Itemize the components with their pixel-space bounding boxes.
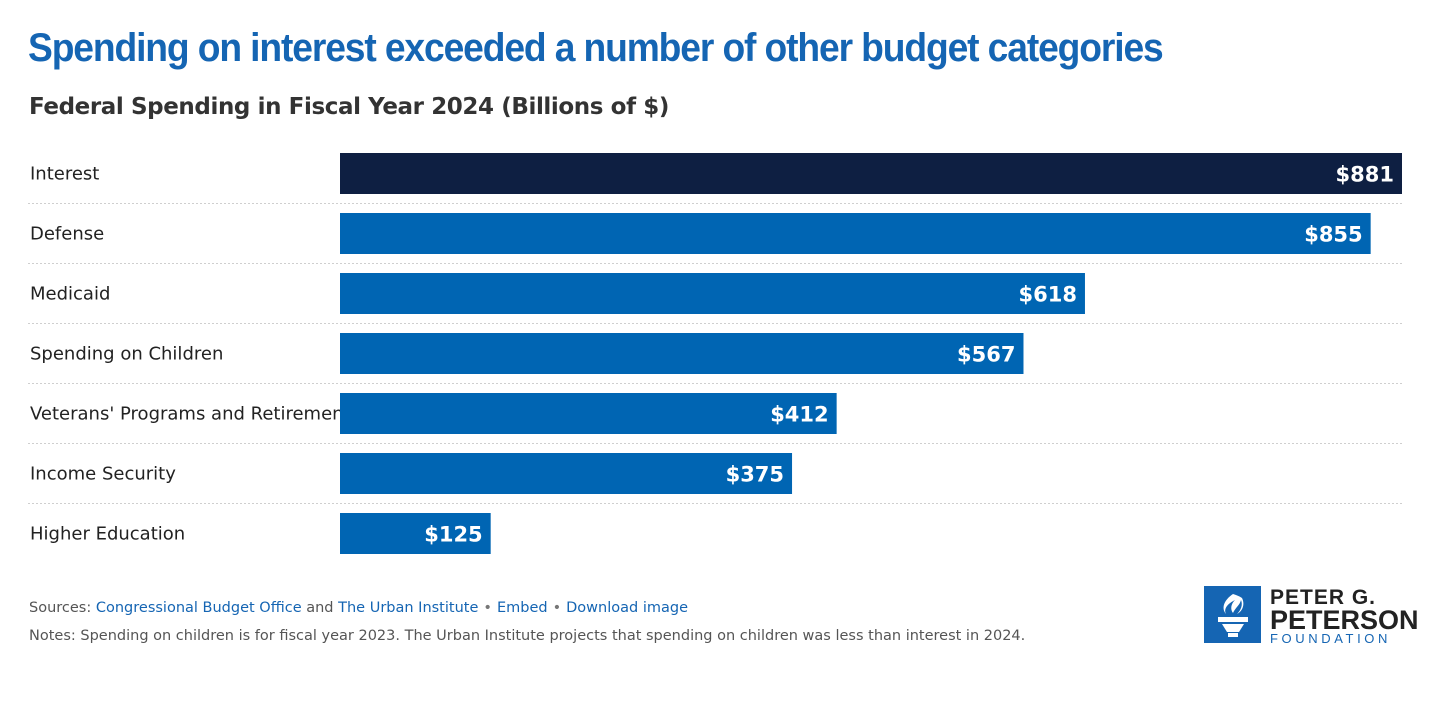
bar-chart: Interest $881 Defense $855 Medicaid $618 Spend…: [28, 153, 1403, 554]
bar: [340, 273, 1085, 314]
peterson-foundation-logo[interactable]: PETER G. PETERSON FOUNDATION: [1204, 586, 1419, 646]
bar: [340, 453, 793, 494]
value-label: $125: [424, 523, 482, 547]
separator-dot: •: [483, 600, 492, 616]
notes-line: Notes: Spending on children is for fisca…: [29, 628, 1026, 644]
category-label: Higher Education: [30, 524, 185, 545]
bar: [340, 153, 1402, 194]
sources-prefix: Sources:: [29, 600, 96, 616]
chart-subtitle: Federal Spending in Fiscal Year 2024 (Bi…: [29, 94, 670, 120]
category-label: Interest: [30, 164, 99, 185]
embed-link[interactable]: Embed: [496, 600, 548, 616]
value-label: $375: [726, 463, 784, 487]
bar: [340, 333, 1024, 374]
download-image-link[interactable]: Download image: [566, 600, 688, 616]
value-label: $855: [1304, 223, 1362, 247]
category-label: Spending on Children: [30, 344, 223, 365]
category-label: Medicaid: [30, 284, 110, 305]
bar: [340, 513, 491, 554]
urban-institute-link[interactable]: The Urban Institute: [338, 600, 479, 616]
and-text: and: [301, 600, 339, 616]
logo-line-1: PETER G.: [1270, 586, 1377, 609]
value-label: $412: [770, 403, 828, 427]
category-label: Income Security: [30, 464, 176, 485]
category-label: Defense: [30, 224, 104, 245]
separator-dot: •: [552, 600, 562, 616]
logo-line-2: PETERSON: [1270, 605, 1419, 635]
value-label: $618: [1019, 283, 1077, 307]
torch-icon: [1204, 586, 1261, 643]
sources-line: Sources: Congressional Budget Office and…: [29, 600, 688, 616]
value-label: $567: [957, 343, 1015, 367]
cbo-link[interactable]: Congressional Budget Office: [95, 600, 302, 616]
value-label: $881: [1336, 163, 1394, 187]
logo-line-3: FOUNDATION: [1270, 631, 1391, 646]
chart-title: Spending on interest exceeded a number o…: [28, 26, 1164, 70]
category-label: Veterans' Programs and Retirement: [30, 404, 351, 425]
bar: [340, 393, 837, 434]
bar: [340, 213, 1371, 254]
